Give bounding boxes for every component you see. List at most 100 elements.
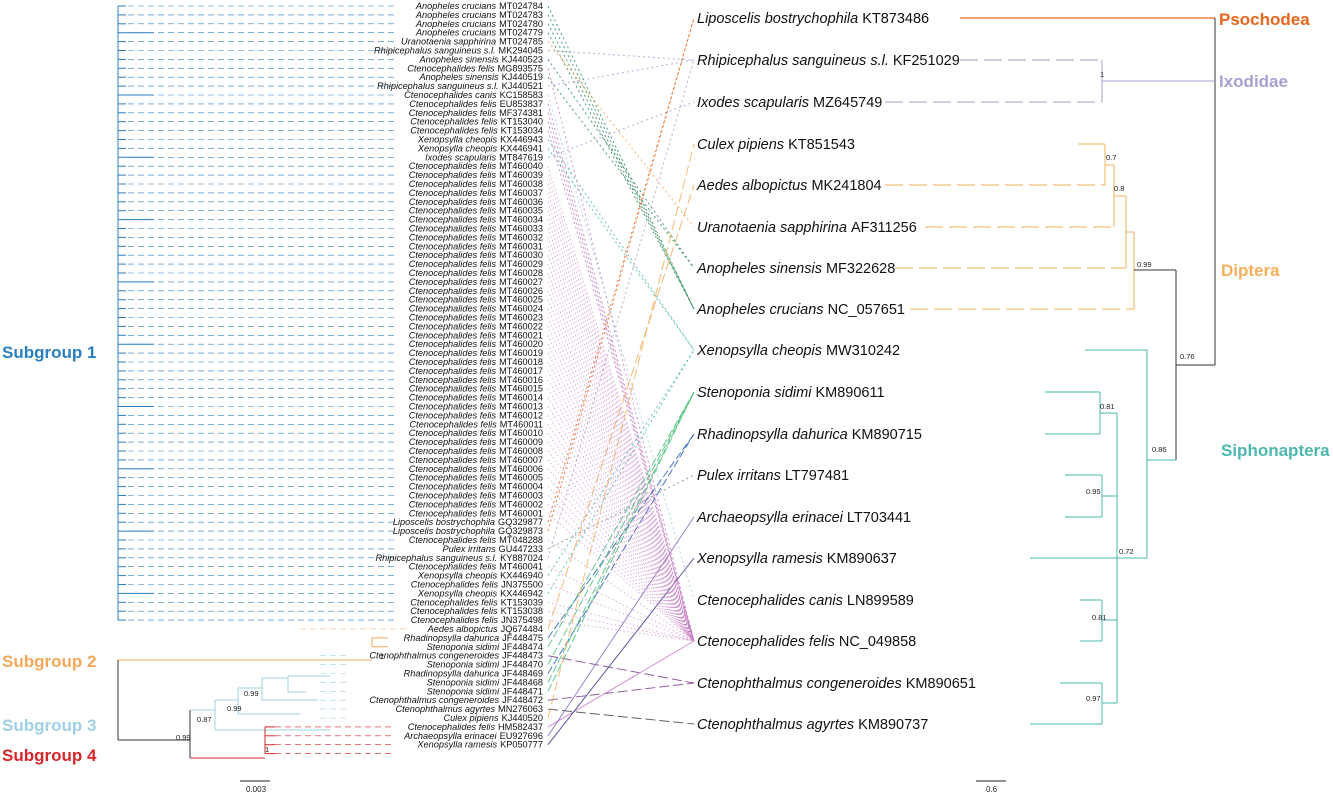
left-tip-accession: JF448475	[502, 633, 543, 643]
tip-connector	[547, 5, 695, 310]
right-tip-species: Uranotaenia sapphirina	[697, 220, 847, 236]
left-tip-species: Ctenophthalmus agyrtes	[395, 704, 495, 714]
clade-ixodidae-label: Ixodidae	[1219, 72, 1288, 91]
left-scale-label: 0.003	[246, 785, 267, 794]
left-tip-species: Ctenocephalides felis	[409, 384, 497, 394]
left-tip-species: Rhipicephalus sanguineus s.l.	[374, 46, 496, 56]
subgroup-1-label: Subgroup 1	[2, 343, 96, 362]
right-tip-accession: KM890737	[858, 717, 928, 733]
tip-connector	[547, 50, 695, 61]
right-tip-accession: KM890611	[815, 385, 884, 401]
support-values: 0.990.870.990.991110.70.80.990.760.810.8…	[176, 70, 1195, 754]
tip-connector	[547, 708, 695, 725]
left-tip-species: Ctenocephalides felis	[409, 321, 497, 331]
left-tip-species: Anopheles crucians	[415, 10, 497, 20]
right-tip-accession: MF322628	[826, 261, 895, 277]
right-support-value: 0.72	[1119, 547, 1134, 556]
left-tip-accession: KJ440523	[502, 54, 543, 64]
left-tip-label: Ctenocephalides felis KT153040	[410, 117, 543, 127]
left-tip-species: Rhipicephalus sanguineus s.l.	[376, 553, 498, 563]
left-tip-label: Archaeopsylla erinacei EU927696	[403, 731, 543, 741]
left-tip-accession: JF448471	[502, 686, 543, 696]
left-tip-accession: MT460025	[499, 295, 543, 305]
left-tip-species: Ctenocephalides felis	[411, 580, 499, 590]
left-tip-species: Ctenocephalides felis	[409, 357, 497, 367]
left-tip-accession: JF448474	[502, 642, 543, 652]
right-tip-label: Aedes albopictus MK241804	[696, 178, 882, 194]
left-tip-accession: MT847619	[499, 152, 543, 162]
left-tip-accession: KT153034	[501, 126, 543, 136]
tip-connector	[547, 281, 695, 642]
left-support-value: 1	[265, 745, 269, 754]
left-tip-label: Ctenocephalides felis MT460003	[409, 491, 543, 501]
left-tip-label: Xenopsylla cheopis KX446940	[417, 571, 543, 581]
left-tip-label: Ctenocephalides felis MT460021	[409, 330, 543, 340]
right-tip-label: Ixodes scapularis MZ645749	[697, 95, 882, 111]
left-tip-accession: MG893575	[498, 63, 543, 73]
left-tip-species: Ctenocephalides felis	[410, 117, 498, 127]
tip-connector	[547, 184, 695, 630]
tip-connector	[547, 388, 695, 642]
tip-connector	[547, 59, 695, 269]
left-tip-species: Anopheles crucians	[415, 19, 497, 29]
left-tip-accession: EU927696	[500, 731, 543, 741]
left-tip-label: Ctenocephalides felis MT460006	[409, 464, 543, 474]
left-tip-species: Ctenocephalides felis	[409, 446, 497, 456]
left-tip-label: Ctenocephalides felis MT460026	[409, 286, 543, 296]
tip-connector	[547, 326, 695, 642]
left-tip-accession: MT460014	[499, 393, 543, 403]
left-tip-label: Ctenocephalides felis MT460004	[409, 482, 543, 492]
left-tip-species: Liposcelis bostrychophila	[393, 526, 495, 536]
right-tip-label: Stenoponia sidimi KM890611	[697, 385, 885, 401]
clade-siphonaptera-label: Siphonaptera	[1221, 441, 1330, 460]
right-support-value: 0.97	[1086, 694, 1101, 703]
tip-connector	[547, 397, 695, 642]
left-tip-label: Aedes albopictus JQ674484	[427, 624, 543, 634]
left-tip-label: Ctenocephalides felis MT460007	[409, 455, 543, 465]
right-tip-label: Ctenophthalmus congeneroides KM890651	[697, 676, 976, 692]
right-support-value: 0.81	[1100, 402, 1115, 411]
left-tip-accession: KT153038	[501, 606, 543, 616]
right-support-value: 0.86	[1152, 445, 1167, 454]
tip-connector	[547, 192, 695, 642]
left-tip-accession: MT460026	[499, 286, 543, 296]
tip-connector	[547, 495, 695, 642]
left-tip-accession: MT460017	[499, 366, 543, 376]
left-tip-species: Rhadinopsylla dahurica	[404, 669, 500, 679]
left-tip-species: Ctenocephalides felis	[409, 410, 497, 420]
left-tip-accession: MT460006	[499, 464, 543, 474]
tip-connector	[547, 101, 695, 158]
right-tip-accession: KT873486	[862, 11, 929, 27]
left-tip-accession: MT460030	[499, 250, 543, 260]
left-tip-label: Ctenocephalides felis MT460039	[409, 170, 543, 180]
left-tip-label: Ctenocephalides canis KC158583	[404, 90, 543, 100]
left-tip-label: Xenopsylla cheopis KX446941	[417, 143, 543, 153]
left-tip-label: Ctenocephalides felis MT460033	[409, 224, 543, 234]
left-tip-accession: MT460038	[499, 179, 543, 189]
left-tip-accession: MT024779	[499, 28, 543, 38]
tip-connector	[547, 32, 695, 310]
left-tip-label: Ctenocephalides felis MT048288	[409, 535, 543, 545]
right-tip-label: Xenopsylla ramesis KM890637	[696, 551, 897, 567]
right-tip-label: Culex pipiens KT851543	[697, 137, 855, 153]
left-tip-species: Rhadinopsylla dahurica	[404, 633, 500, 643]
left-tip-accession: MT460028	[499, 268, 543, 278]
tip-connector	[547, 513, 695, 642]
left-tip-accession: KP050777	[500, 740, 543, 750]
left-tip-label: Ctenocephalides felis MT460016	[409, 375, 543, 385]
tip-connector	[547, 103, 695, 642]
left-tip-accession: MT460023	[499, 313, 543, 323]
left-tip-species: Anopheles crucians	[415, 1, 497, 11]
left-tip-label: Ctenocephalides felis MT460032	[409, 232, 543, 242]
right-tip-species: Aedes albopictus	[696, 178, 807, 194]
right-tip-accession: LN899589	[847, 593, 914, 609]
left-tip-accession: MT460011	[500, 419, 543, 429]
tip-connector	[547, 474, 695, 550]
left-tip-accession: MT460021	[499, 330, 543, 340]
right-scale-label: 0.6	[986, 785, 998, 794]
left-tip-species: Ctenocephalides felis	[409, 268, 497, 278]
right-support-value: 0.76	[1180, 352, 1195, 361]
left-tip-label: Rhadinopsylla dahurica JF448475	[404, 633, 543, 643]
left-tip-species: Ctenocephalides felis	[409, 499, 497, 509]
left-tip-accession: MT460040	[499, 161, 543, 171]
